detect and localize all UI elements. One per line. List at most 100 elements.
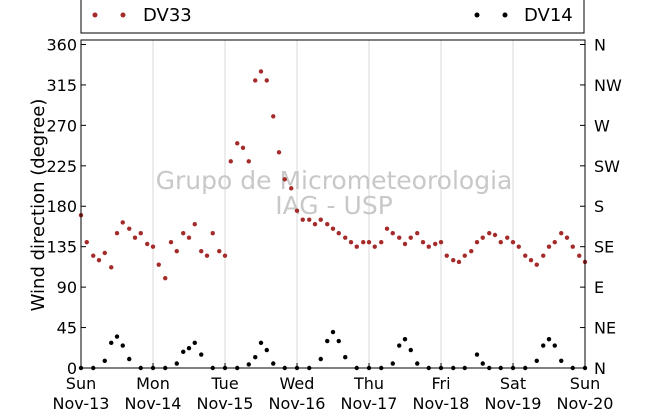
compass-label: NE [594, 319, 616, 338]
point-dv33 [487, 231, 492, 236]
compass-label: W [594, 116, 610, 135]
point-dv33 [552, 239, 557, 245]
point-dv14 [325, 338, 330, 344]
point-dv14 [546, 337, 552, 342]
point-dv33 [318, 217, 323, 222]
y-tick-label: 360 [46, 35, 77, 54]
point-dv14 [559, 358, 564, 364]
grid-lines [152, 40, 514, 368]
watermark-line-1: Grupo de Micrometeorologia [156, 166, 513, 195]
point-dv33 [361, 239, 366, 245]
point-dv14 [120, 343, 125, 348]
point-dv33 [492, 232, 498, 238]
x-tick-day: Thu [353, 374, 384, 393]
x-tick-day: Tue [210, 374, 238, 393]
point-dv33 [96, 257, 102, 263]
point-dv33 [240, 145, 246, 151]
point-dv33 [336, 231, 341, 236]
point-dv33 [528, 257, 534, 263]
point-dv33 [379, 239, 384, 245]
point-dv33 [307, 217, 312, 222]
point-dv33 [199, 248, 204, 254]
point-dv14 [552, 343, 557, 348]
point-dv33 [174, 248, 179, 254]
point-dv33 [390, 231, 395, 236]
x-tick-day: Mon [136, 374, 170, 393]
point-dv33 [120, 220, 125, 225]
point-dv14 [199, 352, 204, 357]
point-dv33 [235, 141, 240, 146]
point-dv33 [138, 231, 143, 236]
y-tick-label: 225 [46, 157, 77, 176]
x-tick-day: Fri [431, 374, 450, 393]
point-dv33 [510, 239, 516, 245]
y-axis-left: 0 45 90 135 180 225 270 315 360 [46, 35, 86, 378]
point-dv33 [480, 235, 485, 240]
compass-label: N [594, 35, 606, 54]
legend-marker-dv33 [92, 12, 98, 18]
point-dv33 [312, 222, 318, 227]
point-dv33 [577, 253, 582, 258]
point-dv33 [264, 78, 269, 83]
x-tick-day: Sat [500, 374, 526, 393]
x-tick-day: Sun [570, 374, 600, 393]
point-dv14 [343, 355, 348, 360]
point-dv33 [276, 150, 282, 155]
point-dv33 [433, 241, 438, 247]
compass-label: N [594, 359, 606, 378]
point-dv33 [168, 239, 174, 245]
point-dv33 [474, 239, 480, 245]
point-dv14 [246, 362, 251, 367]
x-tick-date: Nov-13 [53, 394, 110, 409]
point-dv33 [102, 250, 107, 256]
point-dv14 [264, 347, 269, 353]
point-dv33 [451, 257, 456, 263]
point-dv14 [415, 361, 420, 366]
legend-marker-dv33 [120, 12, 126, 18]
point-dv14 [318, 356, 323, 362]
point-dv33 [109, 265, 114, 270]
y-tick-label: 45 [57, 319, 77, 338]
point-dv14 [109, 340, 114, 346]
point-dv33 [325, 222, 330, 227]
point-dv33 [132, 235, 138, 240]
point-dv33 [366, 239, 372, 245]
point-dv33 [534, 262, 539, 267]
point-dv33 [456, 259, 462, 265]
point-dv33 [415, 231, 420, 236]
point-dv14 [390, 361, 395, 366]
point-dv33 [384, 226, 390, 231]
point-dv33 [145, 241, 150, 247]
point-dv33 [330, 226, 336, 231]
point-dv14 [534, 358, 539, 364]
point-dv33 [402, 241, 408, 247]
legend-frame [80, 0, 585, 34]
point-dv33 [523, 253, 528, 258]
y-tick-label: 315 [46, 76, 77, 95]
point-dv33 [186, 235, 192, 240]
y-tick-label: 270 [46, 116, 77, 135]
point-dv14 [336, 338, 341, 344]
point-dv33 [408, 235, 413, 240]
point-dv33 [570, 244, 575, 249]
point-dv33 [438, 239, 444, 245]
point-dv33 [181, 231, 186, 236]
point-dv14 [114, 334, 120, 339]
point-dv14 [253, 355, 258, 360]
compass-label: SE [594, 238, 614, 257]
point-dv14 [186, 346, 192, 351]
point-dv33 [469, 248, 474, 254]
point-dv33 [217, 248, 222, 254]
point-dv33 [420, 239, 426, 245]
data-points [78, 69, 588, 371]
point-dv33 [192, 222, 197, 227]
point-dv33 [498, 239, 503, 245]
point-dv33 [163, 275, 168, 281]
point-dv33 [127, 226, 132, 231]
compass-label: NW [594, 76, 622, 95]
x-tick-day: Sun [66, 374, 96, 393]
y-axis-title: Wind direction (degree) [28, 99, 49, 312]
point-dv33 [372, 244, 377, 249]
point-dv33 [253, 78, 258, 83]
